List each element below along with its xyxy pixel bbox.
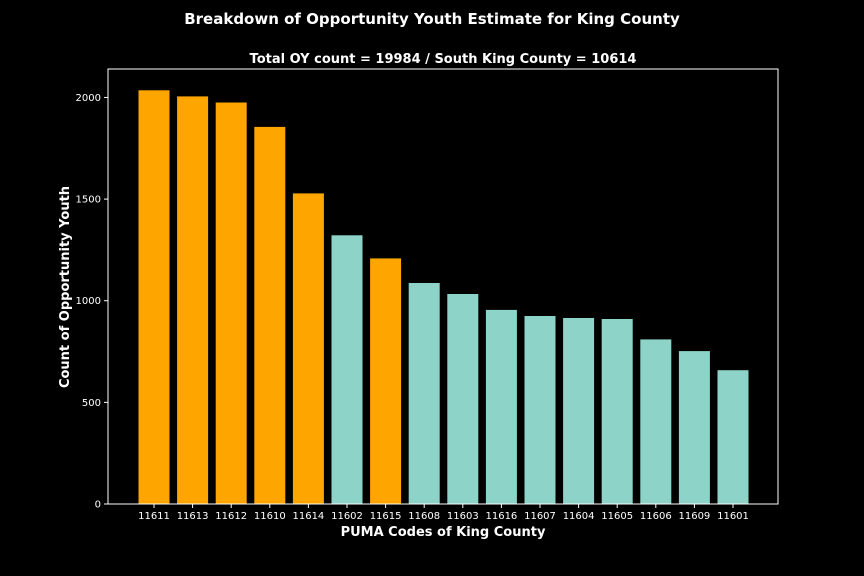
y-tick-label: 500: [82, 398, 101, 409]
bar-11614: [292, 193, 324, 504]
x-tick-label: 11608: [408, 511, 440, 522]
x-tick-label: 11615: [370, 511, 402, 522]
x-axis-label: PUMA Codes of King County: [341, 525, 546, 540]
bar-11604: [563, 318, 595, 504]
bar-11610: [254, 126, 286, 505]
x-tick-label: 11602: [331, 511, 363, 522]
x-tick-label: 11606: [640, 511, 672, 522]
y-axis-label: Count of Opportunity Youth: [58, 186, 73, 388]
plot-frame: [107, 68, 779, 505]
x-tick-label: 11605: [601, 511, 633, 522]
chart-subtitle: Total OY count = 19984 / South King Coun…: [250, 52, 637, 67]
bar-11615: [370, 258, 402, 504]
bar-11616: [485, 309, 517, 504]
bar-11612: [215, 102, 247, 504]
x-tick-label: 11616: [485, 511, 517, 522]
bar-11603: [447, 294, 479, 504]
y-axis: 0 500 1000 1500 2000: [76, 93, 108, 511]
chart-title: Breakdown of Opportunity Youth Estimate …: [184, 10, 680, 28]
x-tick-label: 11601: [717, 511, 749, 522]
bar-group: [138, 90, 749, 505]
x-tick-label: 11610: [254, 511, 286, 522]
x-tick-label: 11607: [524, 511, 556, 522]
bar-11611: [138, 90, 170, 505]
x-tick-label: 11613: [177, 511, 209, 522]
bar-11605: [601, 319, 633, 504]
x-tick-label: 11614: [292, 511, 324, 522]
y-tick-label: 2000: [76, 93, 101, 104]
y-tick-label: 1500: [76, 195, 101, 206]
bar-11601: [717, 370, 749, 504]
bar-11606: [640, 339, 672, 504]
bar-11608: [408, 283, 440, 504]
x-tick-label: 11609: [678, 511, 710, 522]
bar-11607: [524, 316, 556, 504]
y-tick-label: 0: [95, 500, 101, 511]
bar-11613: [177, 96, 209, 505]
x-tick-label: 11611: [138, 511, 170, 522]
y-tick-label: 1000: [76, 296, 101, 307]
x-tick-label: 11604: [563, 511, 595, 522]
bar-11602: [331, 235, 363, 505]
x-tick-label: 11612: [215, 511, 247, 522]
x-tick-label: 11603: [447, 511, 479, 522]
x-axis: 11611 11613 11612 11610 11614 11602 11615 11608…: [138, 504, 749, 522]
bar-11609: [678, 351, 710, 504]
